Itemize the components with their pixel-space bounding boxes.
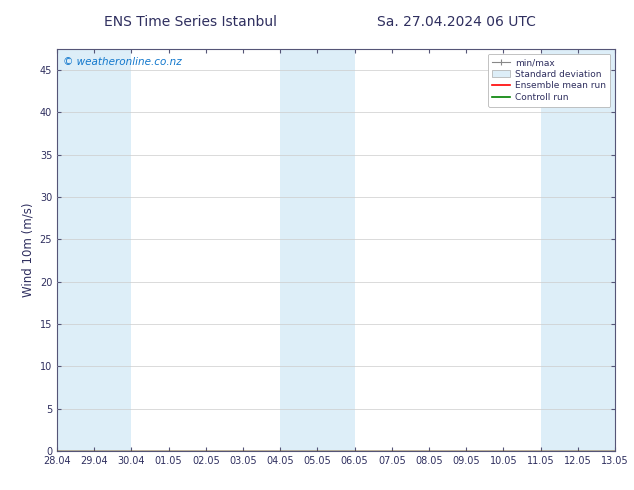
Text: © weatheronline.co.nz: © weatheronline.co.nz <box>63 57 181 67</box>
Bar <box>57 49 94 451</box>
Legend: min/max, Standard deviation, Ensemble mean run, Controll run: min/max, Standard deviation, Ensemble me… <box>488 53 611 107</box>
Y-axis label: Wind 10m (m/s): Wind 10m (m/s) <box>21 203 34 297</box>
Text: ENS Time Series Istanbul: ENS Time Series Istanbul <box>104 15 276 29</box>
Bar <box>578 49 615 451</box>
Bar <box>94 49 131 451</box>
Bar <box>280 49 318 451</box>
Bar <box>541 49 578 451</box>
Text: Sa. 27.04.2024 06 UTC: Sa. 27.04.2024 06 UTC <box>377 15 536 29</box>
Bar <box>318 49 354 451</box>
